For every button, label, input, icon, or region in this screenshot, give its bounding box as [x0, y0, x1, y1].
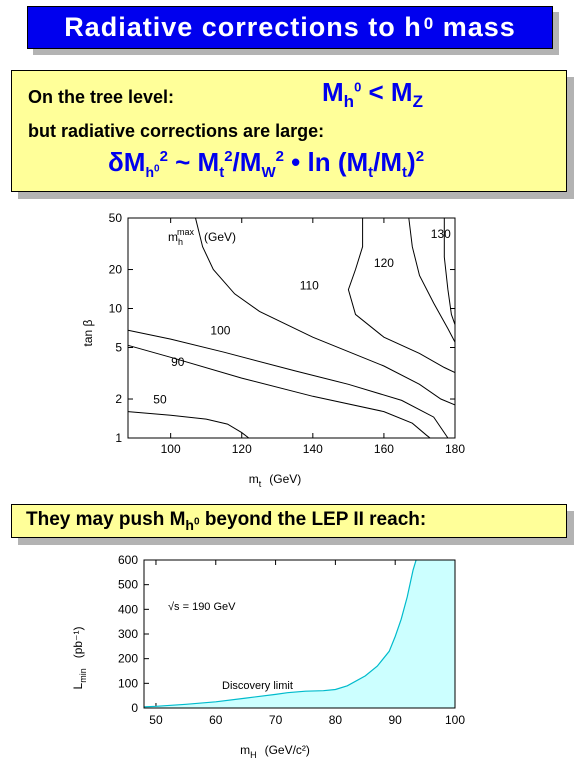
- tree-level-text: On the tree level:: [28, 87, 175, 107]
- chart1-ytick-label: 10: [109, 302, 123, 316]
- chart1-ytick-label: 2: [115, 392, 122, 406]
- chart2-xlabel: mH (GeV/c²): [240, 743, 310, 760]
- chart1-xlabel: mt (GeV): [249, 472, 302, 489]
- title-sup: 0: [423, 13, 435, 33]
- chart1-ylabel: tan β: [81, 319, 95, 346]
- contour-line-6: [443, 218, 456, 325]
- contour-label-100: 100: [210, 323, 230, 337]
- chart1-ytick-label: 20: [109, 263, 123, 277]
- svg-text:Lmin(pb⁻¹): Lmin(pb⁻¹): [71, 627, 88, 690]
- push-text: They may push Mh0 beyond the LEP II reac…: [26, 509, 427, 533]
- contour-label-110: 110: [300, 279, 319, 293]
- contour-label-90: 90: [171, 355, 185, 369]
- chart2-ytick-label: 300: [118, 627, 138, 641]
- chart1-xtick-label: 180: [445, 442, 465, 456]
- chart1-xtick-label: 120: [232, 442, 252, 456]
- tree-level-formula: Mh0 < MZ: [322, 77, 423, 112]
- chart2-ytick-label: 400: [118, 602, 138, 616]
- contour-label-50: 50: [153, 392, 167, 406]
- chart1-xtick-label: 160: [374, 442, 394, 456]
- chart1-xtick-label: 100: [161, 442, 181, 456]
- push-box: They may push Mh0 beyond the LEP II reac…: [11, 504, 567, 538]
- contour-line-3: [195, 217, 456, 406]
- contour-line-2: [127, 329, 449, 439]
- chart2-ytick-label: 100: [118, 676, 138, 690]
- chart2-curve-label: Discovery limit: [222, 680, 293, 692]
- mh-max-contour-chart: 100 120 140 160 180 1 2 5 10 20 50 50 90 100 110 120 13…: [81, 211, 465, 489]
- chart2-xtick-label: 70: [269, 713, 283, 727]
- chart1-ytick-label: 5: [115, 340, 122, 354]
- contour-line-5: [408, 217, 456, 343]
- chart2-ytick-label: 600: [118, 553, 138, 567]
- contour-line-1: [127, 344, 431, 439]
- chart2-ytick-label: 0: [131, 701, 138, 715]
- chart1-frame: [127, 217, 456, 439]
- contour-label-130: 130: [431, 227, 451, 241]
- chart2-annotation: √s = 190 GeV: [168, 601, 236, 613]
- discovery-limit-chart: 50 60 70 80 90 100 0 100 200 300 400 500 600 √s = 19…: [71, 553, 465, 760]
- chart2-ytick-label: 500: [118, 578, 138, 592]
- chart1-xtick-label: 140: [303, 442, 323, 456]
- contour-line-0: [127, 411, 250, 439]
- radiative-text: but radiative corrections are large:: [28, 121, 325, 141]
- discovery-region: [144, 560, 455, 708]
- radiative-formula: δMh02 ~ Mt2/MW2 • ln (Mt/Mt)2: [108, 147, 425, 182]
- contour-line-4: [347, 218, 456, 374]
- chart1-inner-label: mhmax (GeV): [168, 227, 236, 247]
- chart2-ylabel: Lmin(pb⁻¹): [71, 627, 88, 690]
- chart1-ytick-label: 50: [109, 211, 123, 225]
- discovery-limit-line: [143, 559, 417, 708]
- info-box: On the tree level: Mh0 < MZ but radiativ…: [11, 70, 567, 192]
- chart2-xtick-label: 90: [389, 713, 403, 727]
- contour-label-120: 120: [374, 256, 394, 270]
- chart2-xtick-label: 50: [149, 713, 163, 727]
- chart2-ytick-label: 200: [118, 652, 138, 666]
- title-tail: mass: [434, 12, 516, 42]
- title-text: Radiative corrections to h: [64, 12, 422, 42]
- chart2-xtick-label: 100: [445, 713, 465, 727]
- chart1-ytick-label: 1: [115, 431, 122, 445]
- chart2-xtick-label: 80: [329, 713, 343, 727]
- chart2-frame: [143, 559, 456, 709]
- chart2-xtick-label: 60: [209, 713, 223, 727]
